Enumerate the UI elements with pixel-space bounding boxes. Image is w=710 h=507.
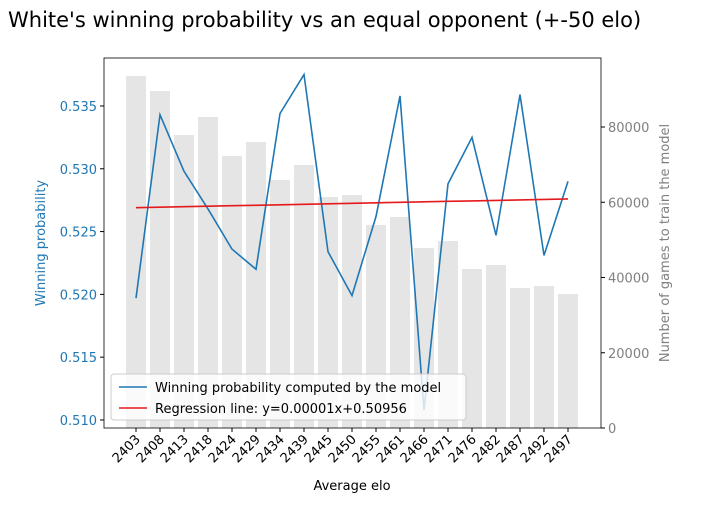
x-tick-label: 2497 — [542, 432, 576, 466]
bar — [198, 116, 218, 428]
bar — [150, 90, 170, 429]
y-axis-label: Winning probability — [34, 180, 49, 307]
y-tick-label: 0.530 — [60, 163, 97, 178]
legend-label: Winning probability computed by the mode… — [155, 381, 441, 396]
legend-label: Regression line: y=0.00001x+0.50956 — [155, 402, 407, 417]
bar — [318, 196, 338, 428]
y-tick-label: 0.515 — [60, 351, 97, 366]
y2-tick-label: 60000 — [608, 196, 649, 211]
y-tick-label: 0.535 — [60, 100, 97, 115]
bar — [270, 180, 290, 428]
x-axis-label: Average elo — [313, 479, 390, 494]
bar — [294, 165, 314, 428]
legend-box — [110, 373, 467, 421]
bar — [342, 194, 362, 428]
bar — [510, 287, 530, 428]
bar — [246, 142, 266, 428]
y2-tick-label: 0 — [608, 422, 616, 437]
bar — [558, 294, 578, 428]
line — [135, 72, 569, 410]
bar — [126, 76, 146, 429]
bar — [534, 286, 554, 428]
legend: Winning probability computed by the mode… — [110, 373, 467, 421]
y-tick-label: 0.510 — [60, 414, 97, 429]
line — [135, 198, 569, 209]
y2-tick-label: 80000 — [608, 121, 649, 136]
bar — [462, 268, 482, 428]
bar — [174, 135, 194, 428]
y2-axis-label: Number of games to train the model — [658, 124, 673, 362]
y2-tick-label: 40000 — [608, 272, 649, 287]
bar — [486, 265, 506, 428]
y2-tick-label: 20000 — [608, 347, 649, 362]
y-tick-label: 0.525 — [60, 226, 97, 241]
bar — [222, 156, 242, 428]
y-tick-label: 0.520 — [60, 288, 97, 303]
chart-title: White's winning probability vs an equal … — [8, 8, 641, 32]
